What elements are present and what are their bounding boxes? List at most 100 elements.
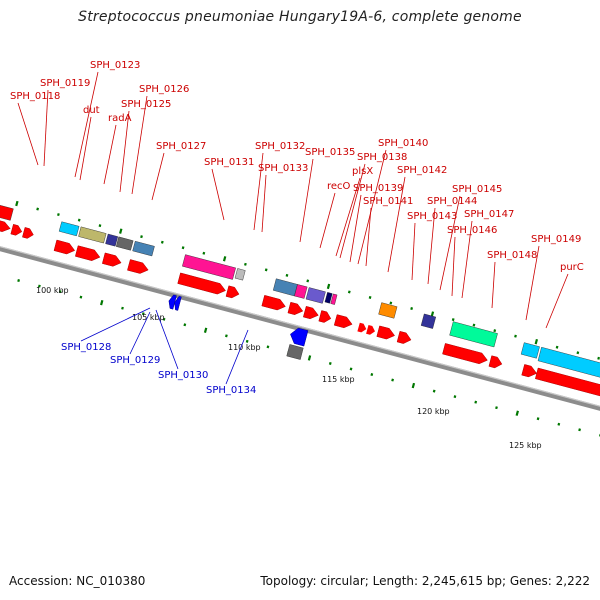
genome-feature-block — [330, 293, 338, 305]
gene-leader-line — [439, 195, 461, 291]
genome-feature-block — [115, 236, 134, 251]
genome-feature-block — [182, 254, 236, 280]
cds-forward-arrow — [534, 367, 600, 397]
gene-leader-line — [131, 95, 148, 195]
cds-forward-arrow — [101, 252, 122, 267]
cds-forward-arrow — [0, 220, 11, 232]
genome-feature-block — [449, 321, 498, 348]
gene-label-forward: SPH_0131 — [204, 157, 254, 168]
outer-tick-mark — [326, 283, 331, 290]
inner-tick-mark — [225, 334, 228, 338]
outer-tick-mark — [77, 218, 81, 222]
gene-leader-line — [451, 236, 456, 297]
gene-leader-line — [357, 149, 387, 265]
gene-label-forward: SPH_0142 — [397, 165, 447, 176]
inner-tick-mark — [349, 367, 353, 371]
genome-feature-block — [78, 226, 107, 244]
gene-leader-line — [491, 261, 496, 309]
gene-label-forward: SPH_0144 — [427, 196, 477, 207]
gene-label-forward: SPH_0148 — [487, 250, 537, 261]
gene-label-forward: SPH_0132 — [255, 141, 305, 152]
gene-label-forward: SPH_0127 — [156, 141, 206, 152]
gene-label-forward: SPH_0149 — [531, 234, 581, 245]
outer-tick-mark — [222, 256, 227, 262]
cds-forward-arrow — [225, 285, 240, 299]
cds-forward-arrow — [74, 245, 101, 261]
inner-tick-mark — [162, 317, 166, 321]
outer-tick-mark — [15, 200, 19, 207]
cds-reverse-arrow — [290, 327, 309, 347]
outer-tick-mark — [514, 334, 517, 338]
gene-leader-line — [119, 110, 130, 193]
cds-forward-arrow — [53, 239, 76, 255]
inner-tick-mark — [432, 389, 436, 393]
cds-reverse-arrow — [168, 294, 177, 310]
inner-tick-mark — [17, 279, 20, 283]
gene-leader-line — [427, 207, 436, 285]
genome-feature-block — [324, 292, 333, 304]
outer-tick-mark — [140, 235, 143, 239]
scale-kbp-label: 105 kbp — [132, 313, 165, 322]
outer-tick-mark — [202, 251, 206, 255]
outer-tick-mark — [576, 351, 580, 355]
outer-tick-mark — [368, 295, 372, 299]
gene-leader-line — [155, 309, 179, 370]
gene-leader-line — [129, 311, 151, 355]
cds-forward-arrow — [396, 330, 412, 344]
map-title: Streptococcus pneumoniae Hungary19A-6, c… — [78, 9, 522, 25]
inner-tick-mark — [328, 361, 332, 365]
outer-tick-mark — [160, 240, 164, 244]
genome-feature-block — [294, 284, 308, 299]
gene-label-forward: SPH_0126 — [139, 84, 189, 95]
outer-tick-mark — [555, 345, 559, 349]
inner-tick-mark — [79, 295, 83, 299]
inner-tick-mark — [121, 306, 124, 310]
genome-feature-block — [234, 268, 246, 281]
genome-feature-block — [272, 278, 298, 297]
inner-tick-mark — [100, 299, 104, 306]
outer-tick-mark — [285, 273, 289, 277]
inner-tick-mark — [474, 400, 478, 404]
gene-label-forward: SPH_0141 — [363, 196, 413, 207]
genome-feature-block — [286, 344, 304, 360]
inner-tick-mark — [557, 422, 561, 426]
outer-tick-mark — [119, 228, 123, 234]
inner-tick-mark — [578, 428, 581, 432]
inner-tick-mark — [141, 312, 145, 316]
gene-label-forward: SPH_0135 — [305, 147, 355, 158]
outer-tick-mark — [430, 311, 435, 317]
gene-leader-line — [80, 307, 151, 342]
genome-feature-block — [520, 342, 540, 359]
scale-kbp-label: 125 kbp — [509, 441, 542, 450]
outer-tick-mark — [389, 301, 393, 305]
genome-feature-block — [305, 287, 326, 304]
outer-tick-mark — [36, 207, 40, 211]
cds-reverse-arrow — [174, 296, 182, 311]
accession-text: Accession: NC_010380 — [9, 574, 146, 588]
gene-label-forward: SPH_0147 — [464, 209, 514, 220]
outer-tick-mark — [57, 213, 60, 217]
cds-forward-arrow — [521, 364, 538, 378]
outer-tick-mark — [597, 356, 600, 360]
gene-leader-line — [387, 176, 406, 273]
cds-forward-arrow — [177, 272, 226, 295]
gene-leader-line — [79, 116, 92, 181]
scale-kbp-label: 120 kbp — [417, 407, 450, 416]
gene-leader-line — [335, 177, 361, 257]
inner-tick-mark — [266, 345, 270, 349]
gene-label-forward: SPH_0140 — [378, 138, 428, 149]
cds-forward-arrow — [376, 325, 395, 340]
outer-tick-mark — [244, 262, 247, 266]
genome-backbone — [0, 246, 600, 411]
cds-forward-arrow — [22, 227, 34, 239]
gene-leader-line — [74, 71, 99, 178]
scale-kbp-label: 100 kbp — [36, 286, 69, 295]
gene-leader-line — [151, 152, 165, 201]
inner-tick-mark — [370, 373, 374, 377]
genome-feature-block — [132, 240, 155, 257]
genome-feature-block — [378, 302, 398, 319]
inner-tick-mark — [38, 284, 41, 288]
gene-leader-line — [545, 273, 569, 329]
